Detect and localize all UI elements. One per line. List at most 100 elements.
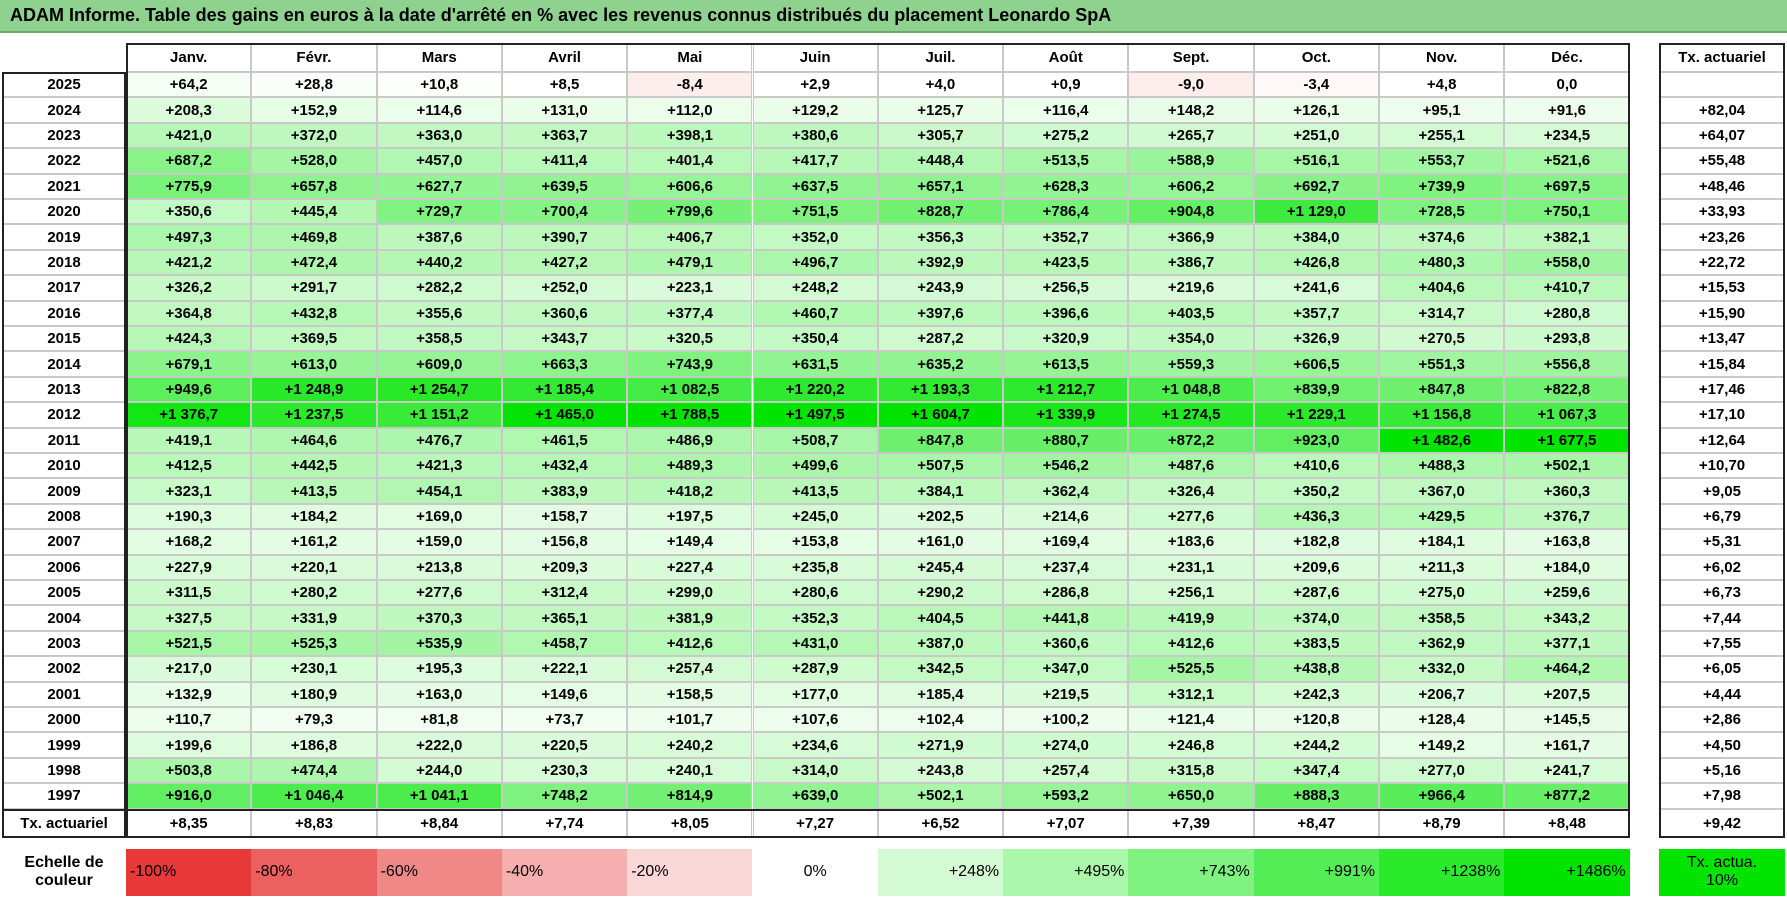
cell: 0,0 [1504, 72, 1630, 98]
rate: +6,79 [1659, 503, 1785, 530]
cell: +252,0 [501, 275, 628, 301]
cell: +257,4 [627, 656, 753, 682]
rate: +64,07 [1659, 122, 1785, 149]
cell: +277,6 [1128, 503, 1254, 530]
cell: +397,6 [877, 300, 1004, 326]
cell: +158,5 [627, 681, 753, 707]
cell: +472,4 [251, 249, 377, 276]
cell: +751,5 [752, 199, 878, 225]
cell: +350,2 [1253, 478, 1379, 504]
column-header: Janv. [126, 43, 252, 72]
cell: +406,7 [627, 224, 753, 250]
cell: +1 604,7 [877, 402, 1004, 428]
cell: +880,7 [1003, 427, 1129, 453]
cell: +199,6 [126, 732, 252, 758]
cell: +4,8 [1379, 72, 1505, 98]
cell: +347,4 [1253, 757, 1379, 784]
cell: +207,5 [1504, 681, 1630, 707]
year: 2017 [2, 275, 126, 301]
cell: +1 041,1 [376, 783, 502, 809]
cell: +464,6 [251, 427, 377, 453]
column-header: Oct. [1253, 43, 1379, 72]
cell: +290,2 [877, 580, 1004, 606]
cell: +360,3 [1504, 478, 1630, 504]
cell: +436,3 [1253, 503, 1379, 530]
cell: +161,0 [877, 529, 1004, 555]
cell: +169,4 [1003, 529, 1129, 555]
rate: +48,46 [1659, 173, 1785, 199]
scale-step: -20% [627, 848, 753, 896]
column-header: Juin [752, 43, 878, 72]
scale-step: +1486% [1504, 848, 1630, 896]
cell: +177,0 [752, 681, 878, 707]
cell: +609,0 [376, 351, 502, 377]
rate: +4,50 [1659, 732, 1785, 758]
cell: +240,1 [627, 757, 753, 784]
year: 2012 [2, 402, 126, 428]
cell: +149,6 [501, 681, 628, 707]
cell: +114,6 [376, 97, 502, 123]
cell: +1 497,5 [752, 402, 878, 428]
scale-step: -80% [251, 848, 377, 896]
cell: +275,0 [1379, 580, 1505, 606]
column-header: Nov. [1379, 43, 1505, 72]
column-header: Mars [376, 43, 502, 72]
cell: +202,5 [877, 503, 1004, 530]
cell: +387,0 [877, 630, 1004, 657]
cell: +822,8 [1504, 376, 1630, 403]
scale-step: +495% [1003, 848, 1129, 896]
cell: +487,6 [1128, 453, 1254, 479]
cell: +639,5 [501, 173, 628, 199]
cell: +81,8 [376, 707, 502, 733]
year: 2015 [2, 326, 126, 352]
cell: +516,1 [1253, 148, 1379, 174]
scale-step: 0% [752, 848, 878, 896]
cell: +799,6 [627, 199, 753, 225]
rate: +15,90 [1659, 300, 1785, 326]
year: 2004 [2, 605, 126, 631]
cell: +234,5 [1504, 122, 1630, 149]
cell: +110,7 [126, 707, 252, 733]
cell: +1 254,7 [376, 376, 502, 403]
cell: +421,0 [126, 122, 252, 149]
rate: +22,72 [1659, 249, 1785, 276]
cell: +497,3 [126, 224, 252, 250]
cell: +743,9 [627, 351, 753, 377]
cell: +107,6 [752, 707, 878, 733]
cell: +156,8 [501, 529, 628, 555]
cell: +872,2 [1128, 427, 1254, 453]
cell: +195,3 [376, 656, 502, 682]
cell: +404,6 [1379, 275, 1505, 301]
cell: +360,6 [501, 300, 628, 326]
cell: +923,0 [1253, 427, 1379, 453]
cell: +412,6 [1128, 630, 1254, 657]
cell: +128,4 [1379, 707, 1505, 733]
year: 1997 [2, 783, 126, 809]
cell: +525,5 [1128, 656, 1254, 682]
cell: +650,0 [1128, 783, 1254, 809]
cell: +949,6 [126, 376, 252, 403]
cell: +358,5 [376, 326, 502, 352]
cell: -8,4 [627, 72, 753, 98]
cell: +180,9 [251, 681, 377, 707]
year: 2005 [2, 580, 126, 606]
cell: +257,4 [1003, 757, 1129, 784]
footer-cell: +8,83 [251, 808, 377, 838]
cell: +606,2 [1128, 173, 1254, 199]
cell: +1 376,7 [126, 402, 252, 428]
cell: +750,1 [1504, 199, 1630, 225]
cell: +461,5 [501, 427, 628, 453]
rate: +15,53 [1659, 275, 1785, 301]
cell: +8,5 [501, 72, 628, 98]
cell: +376,7 [1504, 503, 1630, 530]
cell: +4,0 [877, 72, 1004, 98]
cell: +209,3 [501, 554, 628, 580]
year: 2013 [2, 376, 126, 403]
cell: +421,2 [126, 249, 252, 276]
cell: +95,1 [1379, 97, 1505, 123]
cell: +697,5 [1504, 173, 1630, 199]
cell: +904,8 [1128, 199, 1254, 225]
cell: +411,4 [501, 148, 628, 174]
cell: +363,0 [376, 122, 502, 149]
cell: +125,7 [877, 97, 1004, 123]
